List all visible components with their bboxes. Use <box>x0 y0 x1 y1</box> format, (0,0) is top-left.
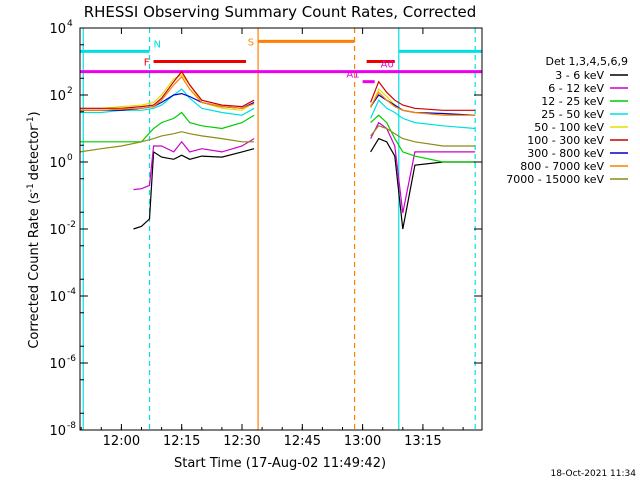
y-tick-exponent: -4 <box>67 287 76 297</box>
y-tick-exponent: -2 <box>67 220 76 230</box>
plot-frame <box>79 27 483 431</box>
y-tick-label: 10 <box>49 357 66 372</box>
y-tick-label: 10 <box>49 22 66 37</box>
legend-entry-label: 6 - 12 keV <box>548 82 604 95</box>
legend-entry-label: 25 - 50 keV <box>541 108 604 121</box>
y-tick-exponent: 4 <box>67 19 73 29</box>
y-tick-exponent: -8 <box>67 421 76 431</box>
flag-label: A1 <box>346 70 359 81</box>
flag-label: N <box>154 39 161 50</box>
legend-entry-label: 300 - 800 keV <box>527 147 604 160</box>
series-line <box>80 74 476 116</box>
y-axis-label: Corrected Count Rate (s-1detector-1) <box>26 111 42 348</box>
plot-area <box>82 28 476 430</box>
legend-title: Det 1,3,4,5,6,9 <box>545 55 628 68</box>
y-tick-exponent: 0 <box>67 153 73 163</box>
x-tick-label: 12:15 <box>163 434 200 449</box>
x-tick-label: 12:45 <box>284 434 321 449</box>
y-axis-label-exp2: -1 <box>26 116 36 125</box>
y-tick-label: 10 <box>49 424 66 439</box>
series-line <box>133 137 476 230</box>
y-tick-label: 10 <box>49 156 66 171</box>
series-line <box>80 75 476 116</box>
x-axis-label: Start Time (17-Aug-02 11:49:42) <box>174 456 386 471</box>
y-tick-label: 10 <box>49 290 66 305</box>
y-axis-label-close: ) <box>27 111 42 116</box>
x-tick-label: 12:00 <box>103 434 140 449</box>
series-line <box>80 92 476 116</box>
y-tick-label: 10 <box>49 223 66 238</box>
legend-entry-label: 3 - 6 keV <box>555 69 604 82</box>
series-line <box>80 70 476 111</box>
chart-title: RHESSI Observing Summary Count Rates, Co… <box>84 3 477 21</box>
flag-label: S <box>248 37 254 48</box>
svg-text:Corrected Count Rate (s-1detec: Corrected Count Rate (s-1detector-1) <box>26 111 42 348</box>
legend-entry-label: 100 - 300 keV <box>527 134 604 147</box>
y-tick-exponent: 2 <box>67 86 73 96</box>
legend-entry-label: 800 - 7000 keV <box>520 160 604 173</box>
x-tick-label: 13:00 <box>344 434 381 449</box>
flag-bars: NF S A1 A0 <box>80 37 482 84</box>
x-tick-label: 13:15 <box>404 434 441 449</box>
y-axis-label-unit: detector <box>27 125 42 181</box>
legend-entry-label: 12 - 25 keV <box>541 95 604 108</box>
y-tick-exponent: -6 <box>67 354 76 364</box>
flag-label: A0 <box>381 60 394 71</box>
y-axis-label-main: Corrected Count Rate (s <box>27 192 42 349</box>
legend-entry-label: 50 - 100 keV <box>534 121 604 134</box>
series-line <box>79 125 476 153</box>
date-stamp: 18-Oct-2021 11:34 <box>551 469 637 479</box>
legend-entry-label: 7000 - 15000 keV <box>506 173 604 186</box>
series-lines <box>79 70 476 230</box>
axes: 12:00 12:15 12:30 12:45 13:00 13:1510-810-610… <box>49 19 482 449</box>
y-axis-label-exp1: -1 <box>26 183 36 192</box>
series-line <box>80 111 476 163</box>
series-line <box>133 121 476 214</box>
x-tick-label: 12:30 <box>223 434 260 449</box>
y-tick-label: 10 <box>49 89 66 104</box>
flag-label: F <box>144 58 150 69</box>
